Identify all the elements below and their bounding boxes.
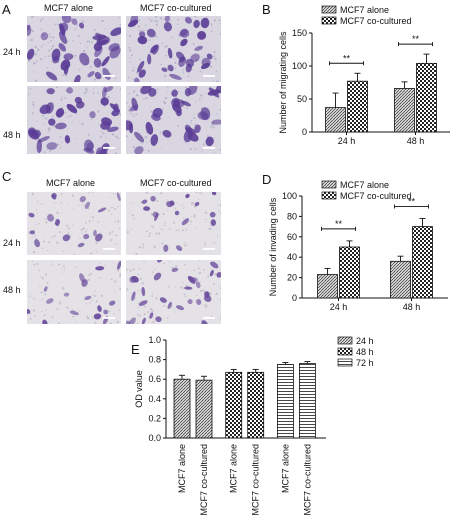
y-tick-label: 0.0 bbox=[148, 433, 161, 443]
chart-b-group: B 0 50 100 150 Number of migrating cells ** 24 … bbox=[262, 2, 450, 146]
x-tick-label: MCF7 co-cultured bbox=[302, 444, 312, 516]
legend-label: MCF7 alone bbox=[340, 180, 389, 190]
bar-d-1-1 bbox=[412, 226, 433, 299]
bar-e-0 bbox=[173, 378, 191, 439]
panel-c-col-label-2: MCF7 co-cultured bbox=[140, 178, 212, 188]
panel-letter-d: D bbox=[262, 172, 271, 187]
y-tick-label: 60 bbox=[287, 232, 297, 242]
x-tick-label: 24 h bbox=[330, 302, 348, 312]
y-axis-label: Number of migrating cells bbox=[278, 31, 288, 134]
x-tick-label: MCF7 alone bbox=[177, 444, 187, 493]
y-tick-label: 0.4 bbox=[148, 394, 161, 404]
y-tick-label: 1.0 bbox=[148, 335, 161, 345]
legend-swatch bbox=[321, 16, 337, 25]
y-axis-label: OD value bbox=[134, 370, 144, 408]
micrograph-a-48h-alone bbox=[27, 86, 121, 154]
y-tick-label: 0.8 bbox=[148, 355, 161, 365]
y-tick-label: 80 bbox=[287, 211, 297, 221]
panel-letter-b: B bbox=[262, 2, 271, 17]
chart-d-group: D 0 20 40 60 80 100 Number of invading cells ** 2… bbox=[262, 172, 448, 312]
panel-c-row-label-2: 48 h bbox=[3, 285, 21, 295]
panel-a-col-label-2: MCF7 co-cultured bbox=[140, 3, 212, 13]
significance-label: ** bbox=[408, 196, 416, 206]
bar-b-0-1 bbox=[347, 80, 368, 133]
significance-label: ** bbox=[335, 219, 343, 229]
panel-c-col-label-1: MCF7 alone bbox=[46, 178, 96, 188]
legend-swatch bbox=[337, 347, 353, 356]
legend-label: 48 h bbox=[356, 347, 374, 357]
x-tick-label: MCF7 co-cultured bbox=[251, 444, 261, 516]
y-tick-label: 50 bbox=[297, 94, 307, 104]
bar-e-1 bbox=[195, 379, 213, 439]
legend-label: 24 h bbox=[356, 336, 374, 346]
legend-swatch bbox=[337, 358, 353, 367]
y-tick-label: 20 bbox=[287, 273, 297, 283]
micrograph-c-24h-cocultured bbox=[126, 192, 221, 255]
y-tick-label: 40 bbox=[287, 252, 297, 262]
y-tick-label: 0.2 bbox=[148, 413, 161, 423]
legend-swatch bbox=[337, 336, 353, 345]
x-tick-label: 48 h bbox=[407, 136, 425, 146]
panel-c-row-label-1: 24 h bbox=[3, 238, 21, 248]
x-tick-label: MCF7 co-cultured bbox=[199, 444, 209, 516]
y-tick-label: 0 bbox=[302, 127, 307, 137]
legend-swatch bbox=[321, 180, 337, 189]
legend-label: MCF7 co-cultured bbox=[340, 16, 412, 26]
legend-swatch bbox=[321, 5, 337, 14]
panel-a-row-label-2: 48 h bbox=[3, 130, 21, 140]
legend-label: MCF7 co-cultured bbox=[340, 191, 412, 201]
y-tick-label: 150 bbox=[292, 28, 307, 38]
x-tick-label: MCF7 alone bbox=[280, 444, 290, 493]
y-tick-label: 100 bbox=[282, 191, 297, 201]
panel-letter-e: E bbox=[131, 342, 140, 357]
significance-label: ** bbox=[343, 53, 351, 63]
micrograph-a-24h-alone bbox=[27, 16, 121, 82]
panel-letter-a: A bbox=[2, 2, 11, 17]
bar-b-1-0 bbox=[394, 88, 415, 133]
bar-d-0-0 bbox=[317, 274, 338, 299]
legend-label: MCF7 alone bbox=[340, 5, 389, 15]
bar-b-0-0 bbox=[325, 107, 346, 133]
x-tick-label: 48 h bbox=[403, 302, 421, 312]
bar-e-4 bbox=[276, 364, 294, 439]
y-tick-label: 0.6 bbox=[148, 374, 161, 384]
panel-a-col-label-1: MCF7 alone bbox=[44, 3, 94, 13]
micrograph-c-48h-alone bbox=[27, 260, 121, 324]
y-axis-label: Number of invading cells bbox=[268, 197, 278, 296]
micrograph-c-48h-cocultured bbox=[126, 260, 221, 324]
chart-e-group: E 0.0 0.2 0.4 0.6 0.8 1.0 OD value MCF7 alone MCF… bbox=[131, 335, 374, 516]
bar-b-1-1 bbox=[416, 62, 437, 133]
panel-a-row-label-1: 24 h bbox=[3, 47, 21, 57]
micrograph-c-24h-alone bbox=[27, 192, 121, 255]
legend-swatch bbox=[321, 191, 337, 200]
bar-d-1-0 bbox=[390, 260, 411, 299]
legend-label: 72 h bbox=[356, 358, 374, 368]
x-tick-label: 24 h bbox=[338, 136, 356, 146]
y-tick-label: 0 bbox=[292, 293, 297, 303]
y-tick-label: 100 bbox=[292, 61, 307, 71]
x-tick-label: MCF7 alone bbox=[229, 444, 239, 493]
bar-d-0-1 bbox=[339, 246, 360, 299]
panel-letter-c: C bbox=[2, 169, 12, 184]
bar-e-5 bbox=[298, 363, 316, 439]
micrograph-a-24h-cocultured bbox=[126, 16, 221, 82]
micrograph-a-48h-cocultured bbox=[126, 86, 221, 154]
bar-e-2 bbox=[225, 371, 243, 439]
significance-label: ** bbox=[412, 34, 420, 44]
bar-e-3 bbox=[247, 371, 265, 439]
